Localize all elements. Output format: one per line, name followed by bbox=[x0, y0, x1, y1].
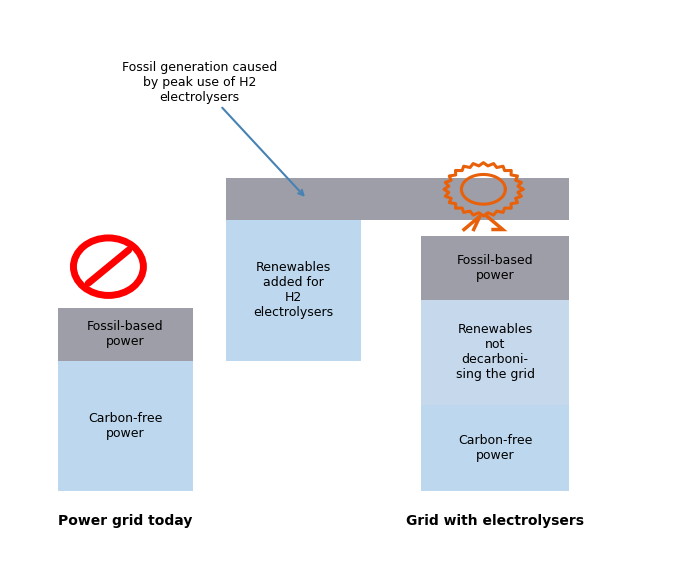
Bar bbox=[422, 300, 569, 405]
Text: Carbon-free
power: Carbon-free power bbox=[88, 412, 163, 440]
Text: Fossil-based
power: Fossil-based power bbox=[457, 254, 533, 282]
Text: Fossil generation caused
by peak use of H2
electrolysers: Fossil generation caused by peak use of … bbox=[122, 61, 304, 195]
Bar bbox=[226, 220, 361, 361]
Bar bbox=[226, 178, 569, 220]
Text: Carbon-free
power: Carbon-free power bbox=[458, 434, 533, 462]
Bar bbox=[422, 236, 569, 300]
Text: Renewables
not
decarboni-
sing the grid: Renewables not decarboni- sing the grid bbox=[456, 323, 535, 381]
Text: Grid with electrolysers: Grid with electrolysers bbox=[406, 514, 584, 528]
Bar bbox=[422, 405, 569, 490]
Bar bbox=[58, 308, 193, 361]
Text: Power grid today: Power grid today bbox=[58, 514, 193, 528]
Text: Renewables
added for
H2
electrolysers: Renewables added for H2 electrolysers bbox=[253, 261, 334, 319]
Circle shape bbox=[74, 239, 142, 295]
Bar bbox=[58, 361, 193, 490]
Text: Fossil-based
power: Fossil-based power bbox=[87, 320, 163, 348]
